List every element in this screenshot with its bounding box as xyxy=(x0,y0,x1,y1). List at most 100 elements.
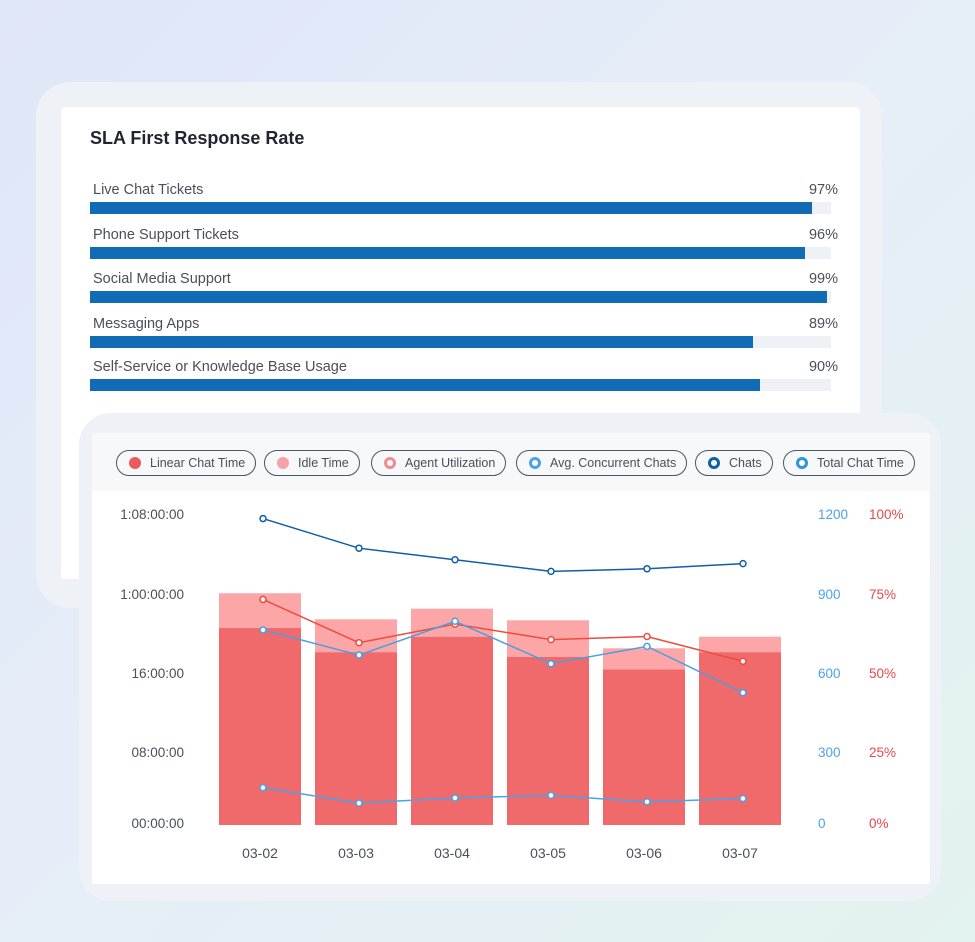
sla-row-value: 90% xyxy=(808,359,838,375)
legend-item[interactable]: Chats xyxy=(695,450,773,476)
sla-progress-track xyxy=(90,247,831,259)
sla-row-label: Messaging Apps xyxy=(93,316,200,332)
avg-concurrent-chats-point xyxy=(643,798,651,806)
bar-idle-time xyxy=(603,648,685,670)
agent-utilization-point xyxy=(547,635,555,644)
y-left-tick-label: 00:00:00 xyxy=(131,816,184,831)
bar-linear-chat-time xyxy=(411,636,493,825)
y-left-tick-label: 1:00:00:00 xyxy=(120,587,184,602)
y-mid-tick-label: 300 xyxy=(818,745,841,760)
sla-row-value: 96% xyxy=(808,227,838,243)
y-right-tick-label: 25% xyxy=(869,745,897,760)
y-left-tick-label: 16:00:00 xyxy=(131,666,184,681)
x-tick-label: 03-06 xyxy=(626,845,662,861)
legend-label: Linear Chat Time xyxy=(150,456,246,470)
y-mid-tick-label: 600 xyxy=(818,666,841,681)
legend-item[interactable]: Avg. Concurrent Chats xyxy=(516,450,688,476)
chats-point xyxy=(451,556,459,564)
sla-row: Live Chat Tickets 97% xyxy=(90,182,838,222)
sla-progress-track xyxy=(90,202,831,214)
y-right-tick-label: 0% xyxy=(869,816,889,831)
total-chat-time-point xyxy=(643,642,651,651)
sla-progress-track xyxy=(90,291,831,303)
chats-point xyxy=(259,514,267,523)
bar-linear-chat-time xyxy=(315,652,397,825)
x-tick-label: 03-04 xyxy=(434,845,470,861)
legend-label: Total Chat Time xyxy=(817,456,904,470)
sla-progress-track xyxy=(90,336,831,348)
legend-marker-icon xyxy=(384,457,396,469)
y-right-tick-label: 100% xyxy=(869,507,904,522)
sla-progress-fill xyxy=(90,379,761,391)
legend-marker-icon xyxy=(708,457,720,469)
y-right-tick-label: 75% xyxy=(869,587,897,602)
avg-concurrent-chats-point xyxy=(355,799,363,807)
x-tick-label: 03-02 xyxy=(242,845,278,861)
legend-label: Idle Time xyxy=(298,456,349,470)
legend-label: Chats xyxy=(729,456,762,470)
bar-idle-time xyxy=(699,636,781,653)
y-right-tick-label: 50% xyxy=(869,666,897,681)
bar-linear-chat-time xyxy=(699,652,781,825)
avg-concurrent-chats-point xyxy=(259,783,267,792)
sla-row: Social Media Support 99% xyxy=(90,271,838,311)
legend-item[interactable]: Idle Time xyxy=(264,450,360,476)
chats-point xyxy=(547,567,555,576)
agent-utilization-point xyxy=(259,595,267,604)
sla-row: Messaging Apps 89% xyxy=(90,316,838,356)
x-tick-label: 03-03 xyxy=(338,845,374,861)
sla-row-label: Self-Service or Knowledge Base Usage xyxy=(93,359,347,375)
chats-line xyxy=(262,517,744,573)
y-left-tick-label: 1:08:00:00 xyxy=(120,507,184,522)
sla-row-label: Phone Support Tickets xyxy=(93,227,239,243)
sla-row-value: 89% xyxy=(808,316,838,332)
total-chat-time-point xyxy=(451,617,459,626)
chats-point xyxy=(355,544,363,552)
sla-row-value: 97% xyxy=(808,182,838,198)
chats-point xyxy=(643,565,651,573)
agent-utilization-line xyxy=(262,598,744,662)
legend-marker-icon xyxy=(796,457,808,469)
x-tick-label: 03-05 xyxy=(530,845,566,861)
sla-row: Self-Service or Knowledge Base Usage 90% xyxy=(90,359,838,399)
y-mid-tick-label: 0 xyxy=(818,816,826,831)
agent-utilization-point xyxy=(643,632,651,641)
agent-utilization-point xyxy=(355,638,363,647)
legend-marker-icon xyxy=(129,457,141,469)
x-tick-label: 03-07 xyxy=(722,845,758,861)
sla-row-label: Live Chat Tickets xyxy=(93,182,204,198)
sla-row-label: Social Media Support xyxy=(93,271,231,287)
legend-item[interactable]: Total Chat Time xyxy=(783,450,915,476)
bar-linear-chat-time xyxy=(219,628,301,825)
agent-utilization-point xyxy=(739,657,747,665)
y-left-tick-label: 08:00:00 xyxy=(131,745,184,760)
y-mid-tick-label: 900 xyxy=(818,587,841,602)
bar-linear-chat-time xyxy=(507,656,589,825)
chats-point xyxy=(739,559,747,568)
sla-row: Phone Support Tickets 96% xyxy=(90,227,838,267)
total-chat-time-point xyxy=(259,626,267,634)
legend-item[interactable]: Agent Utilization xyxy=(371,450,507,476)
total-chat-time-point xyxy=(355,651,363,659)
sla-progress-fill xyxy=(90,202,813,214)
avg-concurrent-chats-line xyxy=(262,786,744,804)
total-chat-time-point xyxy=(739,688,747,697)
legend-item[interactable]: Linear Chat Time xyxy=(116,450,257,476)
y-mid-tick-label: 1200 xyxy=(818,507,849,522)
sla-progress-fill xyxy=(90,336,753,348)
avg-concurrent-chats-point xyxy=(739,794,747,803)
sla-progress-fill xyxy=(90,247,805,259)
sla-row-value: 99% xyxy=(808,271,838,287)
legend-label: Avg. Concurrent Chats xyxy=(550,456,677,470)
sla-progress-fill xyxy=(90,291,828,303)
sla-title: SLA First Response Rate xyxy=(90,128,305,148)
avg-concurrent-chats-point xyxy=(547,791,555,800)
legend-marker-icon xyxy=(529,457,541,469)
legend-label: Agent Utilization xyxy=(405,456,496,470)
total-chat-time-point xyxy=(547,659,555,668)
legend-marker-icon xyxy=(277,457,289,469)
sla-progress-track xyxy=(90,379,831,391)
total-chat-time-line xyxy=(262,620,744,694)
avg-concurrent-chats-point xyxy=(451,794,459,802)
